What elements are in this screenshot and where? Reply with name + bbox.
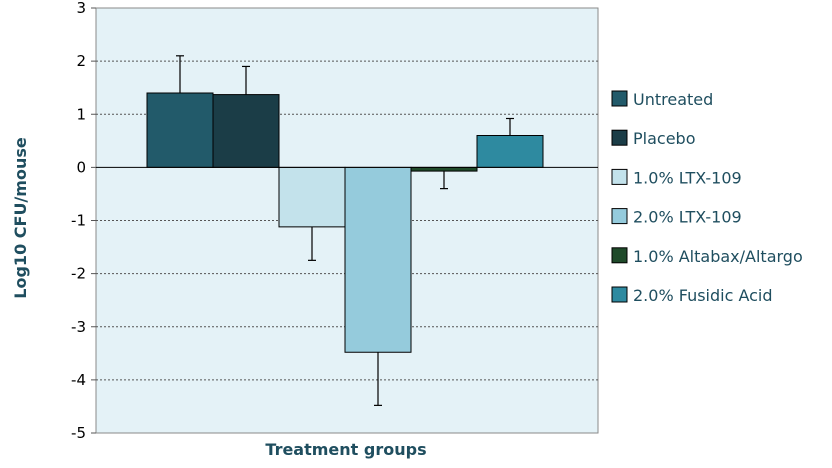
x-axis-title: Treatment groups [265,440,426,459]
legend-item: Untreated [611,90,713,109]
y-tick-label: 1 [76,105,86,123]
y-tick-label: -1 [71,212,86,230]
legend-swatch [611,168,628,185]
y-tick-label: -3 [71,318,86,336]
bar-1 [146,92,214,168]
y-axis-ticks: 3 2 1 0 -1 -2 -3 -4 -5 [71,0,96,442]
legend-swatch [611,90,628,107]
legend: Untreated Placebo 1.0% LTX-109 2.0% LTX-109… [611,90,803,305]
legend-label: Untreated [633,90,713,109]
error-bar-3 [308,226,316,261]
error-bar-5 [440,171,448,190]
error-bar-4 [374,352,382,406]
bar-2 [212,94,280,168]
legend-label: 1.0% LTX-109 [633,168,742,187]
error-bar-1 [176,55,184,93]
error-bar-6 [506,117,514,136]
legend-swatch [611,286,628,303]
y-axis-title: Log10 CFU/mouse [11,137,30,299]
legend-item: 2.0% LTX-109 [611,208,742,227]
legend-item: 1.0% Altabax/Altargo [611,247,803,266]
legend-swatch [611,129,628,146]
legend-item: 1.0% LTX-109 [611,168,742,187]
error-bars [176,55,514,406]
error-bar-2 [242,65,250,95]
legend-label: Placebo [633,129,695,148]
legend-swatch [611,247,628,264]
y-tick-label: -4 [71,371,86,389]
legend-label: 2.0% Fusidic Acid [633,286,773,305]
legend-swatch [611,208,628,225]
legend-item: Placebo [611,129,695,148]
y-tick-label: -5 [71,424,86,442]
legend-item: 2.0% Fusidic Acid [611,286,773,305]
legend-label: 2.0% LTX-109 [633,208,742,227]
bar-3 [278,166,346,228]
bar-6 [476,135,544,168]
y-tick-label: -2 [71,265,86,283]
legend-label: 1.0% Altabax/Altargo [633,247,803,266]
bar-4 [344,166,412,353]
y-tick-label: 3 [76,0,86,17]
y-tick-label: 0 [76,158,86,176]
bar-5 [410,166,478,172]
y-tick-label: 2 [76,52,86,70]
